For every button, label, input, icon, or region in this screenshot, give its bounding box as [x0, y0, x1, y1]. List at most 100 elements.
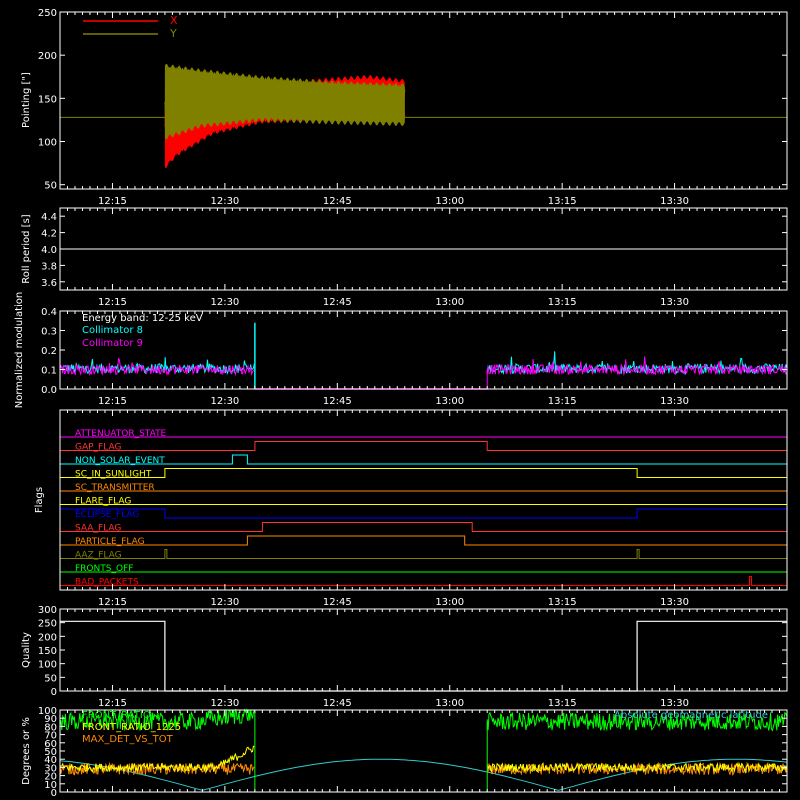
- x-tick-label: 12:30: [210, 297, 239, 308]
- y-axis-label: Quality: [21, 632, 32, 668]
- x-tick-label: 12:45: [323, 396, 352, 407]
- y-tick-label: 100: [38, 706, 57, 717]
- x-tick-label: 13:00: [435, 297, 464, 308]
- quality-panel: 12:15 12:30 12:45 13:00 13:15 13:30 0 50 100 150 2…: [21, 605, 788, 709]
- flag-line-particle_flag: [60, 535, 787, 546]
- geomagnetic-latitude-annotation: Absolute geomagnetic latitude: [614, 710, 768, 721]
- y-tick-label: 0.4: [41, 307, 57, 318]
- y-tick-label: 0.3: [41, 327, 57, 338]
- x-tick-label: 13:15: [548, 297, 577, 308]
- y-tick-label: 40: [44, 755, 57, 766]
- y-axis-label: Degrees or %: [21, 717, 32, 785]
- y-tick-label: 250: [38, 8, 57, 19]
- x-tick-label: 13:15: [548, 396, 577, 407]
- energy-band-annotation: Energy band: 12-25 keV: [82, 313, 203, 324]
- flag-label-particle_flag: PARTICLE_FLAG: [75, 537, 145, 547]
- x-tick-label: 12:15: [98, 396, 127, 407]
- legend-entry-y: Y: [169, 27, 177, 40]
- y-tick-label: 200: [38, 51, 57, 62]
- flag-line-sc_in_sunlight: [60, 468, 787, 478]
- y-tick-label: 100: [38, 138, 57, 149]
- y-tick-label: 0.0: [41, 385, 57, 396]
- y-tick-label: 300: [38, 605, 57, 616]
- series-collimator-9-segment: [59, 357, 255, 377]
- series-front-ratio-1225-segment: [59, 745, 255, 773]
- x-tick-label: 13:15: [548, 698, 577, 709]
- x-tick-label: 12:45: [323, 297, 352, 308]
- y-tick-label: 150: [38, 94, 57, 105]
- y-tick-label: 0.1: [41, 366, 57, 377]
- y-tick-label: 200: [38, 632, 57, 643]
- flags-panel: ATTENUATOR_STATE GAP_FLAG NON_SOLAR_EVENT S…: [34, 409, 788, 608]
- flag-line-saa_flag: [60, 522, 787, 532]
- y-tick-label: 0: [51, 788, 57, 799]
- y-tick-label: 30: [44, 763, 57, 774]
- series-collimator-9-segment: [486, 356, 788, 377]
- flag-line-bad_packets: [60, 576, 787, 586]
- flag-label-non_solar_event: NON_SOLAR_EVENT: [75, 456, 165, 466]
- y-tick-label: 10: [44, 780, 57, 791]
- flag-line-aaz_flag: [60, 549, 787, 559]
- y-tick-label: 80: [44, 722, 57, 733]
- y-axis-label: Roll period [s]: [21, 214, 32, 283]
- flag-label-bad_packets: BAD_PACKETS: [75, 578, 139, 588]
- y-tick-label: 20: [44, 772, 57, 783]
- series-y: [164, 66, 406, 138]
- flag-label-fronts_off: FRONTS_OFF: [75, 564, 133, 574]
- x-tick-label: 13:00: [435, 396, 464, 407]
- legend-entry-front-ratio-1225: FRONT_RATIO_1225: [82, 722, 181, 733]
- y-tick-label: 90: [44, 714, 57, 725]
- flag-label-sc_transmitter: SC_TRANSMITTER: [75, 483, 155, 493]
- flag-line-eclipse_flag: [59, 508, 788, 519]
- y-axis-label: Flags: [34, 487, 45, 513]
- y-tick-label: 3.8: [41, 261, 57, 272]
- y-tick-label: 3.6: [41, 278, 57, 289]
- y-tick-label: 50: [44, 747, 57, 758]
- x-tick-label: 12:15: [98, 698, 127, 709]
- x-tick-label: 12:30: [210, 698, 239, 709]
- legend-entry-collimator-9: Collimator 9: [82, 338, 143, 349]
- x-tick-label: 13:30: [660, 597, 689, 608]
- x-tick-label: 12:45: [323, 597, 352, 608]
- x-tick-label: 13:30: [660, 698, 689, 709]
- x-tick-label: 12:15: [98, 597, 127, 608]
- series-front-ratio-segment: [59, 708, 255, 732]
- x-tick-label: 13:30: [660, 196, 689, 207]
- x-tick-label: 12:30: [210, 597, 239, 608]
- legend: X Y: [83, 14, 178, 40]
- flag-label-eclipse_flag: ECLIPSE_FLAG: [75, 510, 139, 520]
- y-tick-label: 0.2: [41, 346, 57, 357]
- y-tick-label: 100: [38, 660, 57, 671]
- roll-period-panel: 12:15 12:30 12:45 13:00 13:15 13:30 3.6 3.8 4.0 4…: [21, 207, 788, 308]
- series-front-ratio-1225-segment: [486, 761, 788, 774]
- x-tick-label: 12:45: [323, 196, 352, 207]
- x-tick-label: 12:15: [98, 196, 127, 207]
- y-axis-label: Normalized modulation: [14, 292, 25, 409]
- y-tick-label: 0: [51, 687, 57, 698]
- x-tick-label: 12:15: [98, 297, 127, 308]
- y-axis-label: Pointing ["]: [21, 72, 32, 128]
- x-tick-label: 13:30: [660, 396, 689, 407]
- y-tick-label: 50: [44, 181, 57, 192]
- legend-entry-collimator-8: Collimator 8: [82, 325, 143, 336]
- x-tick-label: 13:00: [435, 196, 464, 207]
- flag-label-aaz_flag: AAZ_FLAG: [75, 551, 122, 561]
- x-tick-label: 12:30: [210, 396, 239, 407]
- y-tick-label: 150: [38, 646, 57, 657]
- flag-line-gap_flag: [60, 441, 787, 451]
- x-tick-label: 12:45: [323, 698, 352, 709]
- y-tick-label: 50: [44, 673, 57, 684]
- flag-label-attenuator_state: ATTENUATOR_STATE: [75, 429, 167, 439]
- flag-label-saa_flag: SAA_FLAG: [75, 524, 121, 534]
- flag-label-sc_in_sunlight: SC_IN_SUNLIGHT: [75, 470, 152, 480]
- x-tick-label: 13:30: [660, 297, 689, 308]
- y-tick-label: 4.4: [41, 212, 57, 223]
- y-tick-label: 70: [44, 731, 57, 742]
- flag-line-non_solar_event: [60, 454, 787, 465]
- x-tick-label: 12:30: [210, 196, 239, 207]
- y-tick-label: 250: [38, 619, 57, 630]
- legend-entry-max-det-vs-tot: MAX_DET_VS_TOT: [82, 734, 174, 745]
- y-tick-label: 4.2: [41, 229, 57, 240]
